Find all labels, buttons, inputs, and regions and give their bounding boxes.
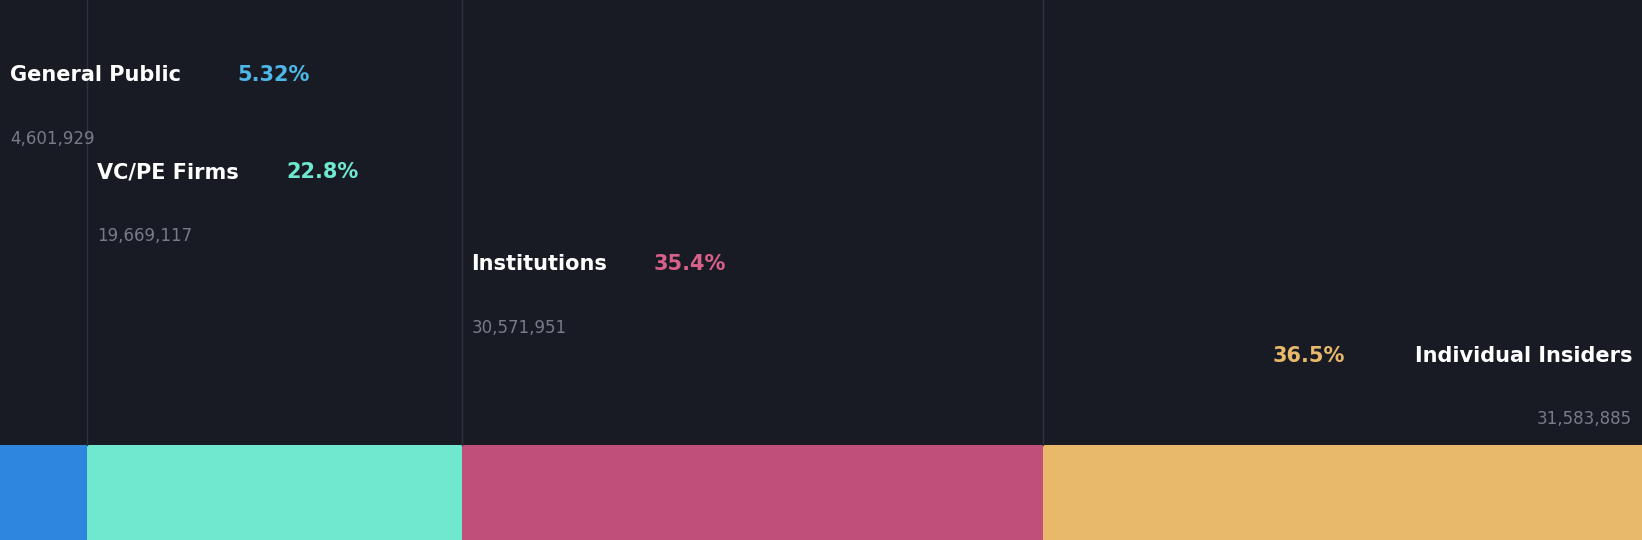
Text: General Public: General Public [10, 65, 181, 85]
Text: Individual Insiders: Individual Insiders [1415, 346, 1632, 366]
Bar [1043, 445, 1642, 540]
Text: 22.8%: 22.8% [287, 162, 360, 182]
Bar [0, 445, 87, 540]
Text: 35.4%: 35.4% [654, 254, 726, 274]
Text: VC/PE Firms: VC/PE Firms [97, 162, 240, 182]
Text: 36.5%: 36.5% [1273, 346, 1345, 366]
Text: 4,601,929: 4,601,929 [10, 130, 94, 147]
Text: 31,583,885: 31,583,885 [1537, 410, 1632, 428]
Text: 5.32%: 5.32% [236, 65, 309, 85]
Bar [461, 445, 1043, 540]
Text: Institutions: Institutions [471, 254, 608, 274]
Bar [87, 445, 461, 540]
Text: 19,669,117: 19,669,117 [97, 227, 192, 245]
Text: 30,571,951: 30,571,951 [471, 319, 566, 336]
